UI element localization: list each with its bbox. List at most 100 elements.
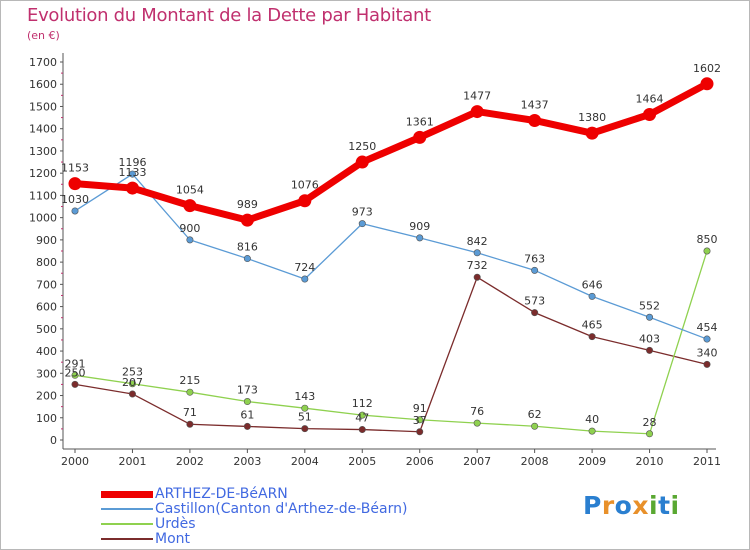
data-point — [301, 275, 309, 283]
data-point — [358, 220, 366, 228]
data-label: 28 — [643, 416, 657, 429]
data-label: 909 — [409, 220, 430, 233]
series-line — [74, 173, 708, 340]
logo-letter: x — [632, 491, 649, 520]
series-0 — [68, 77, 714, 227]
data-label: 732 — [467, 259, 488, 272]
data-label: 465 — [582, 319, 603, 332]
data-label: 76 — [470, 405, 484, 418]
legend-label: Urdès — [155, 516, 196, 532]
data-point — [646, 346, 654, 354]
legend-swatch — [101, 523, 153, 525]
legend-item: Mont — [101, 531, 191, 547]
data-label: 842 — [467, 235, 488, 248]
data-point — [703, 360, 711, 368]
logo-letter: i — [670, 491, 680, 520]
data-point — [470, 105, 484, 119]
data-point — [71, 380, 79, 388]
data-point — [125, 181, 139, 195]
data-point — [186, 236, 194, 244]
data-point — [703, 335, 711, 343]
data-label: 51 — [298, 411, 312, 424]
x-tick-label: 2000 — [61, 455, 89, 468]
data-point — [301, 425, 309, 433]
data-label: 454 — [697, 321, 718, 334]
data-point — [416, 416, 424, 424]
data-point — [585, 126, 599, 140]
data-point — [473, 419, 481, 427]
data-label: 253 — [122, 366, 143, 379]
data-point — [528, 113, 542, 127]
data-point — [588, 333, 596, 341]
x-tick-label: 2004 — [291, 455, 319, 468]
data-label: 61 — [240, 408, 254, 421]
axes: 0 100 200 300 400 500 600 700 800 900 1000 1100 1200… — [29, 53, 721, 468]
y-tick-label: 1100 — [29, 189, 57, 202]
y-tick-label: 400 — [36, 345, 57, 358]
series-2 — [71, 247, 711, 438]
y-tick-label: 200 — [36, 390, 57, 403]
series-line — [74, 250, 708, 435]
series-3 — [71, 273, 711, 436]
data-label: 143 — [294, 390, 315, 403]
data-label: 989 — [237, 198, 258, 211]
data-point — [413, 130, 427, 144]
data-point — [243, 422, 251, 430]
legend-item: Castillon(Canton d'Arthez-de-Béarn) — [101, 501, 408, 517]
y-tick-label: 1300 — [29, 145, 57, 158]
legend-label: ARTHEZ-DE-BéARN — [155, 486, 288, 502]
series-1 — [71, 170, 711, 343]
legend-label: Mont — [155, 531, 191, 547]
x-tick-label: 2007 — [463, 455, 491, 468]
data-label: 646 — [582, 278, 603, 291]
data-point — [298, 194, 312, 208]
x-tick-label: 2003 — [233, 455, 261, 468]
data-label: 1361 — [406, 115, 434, 128]
x-tick-label: 2001 — [118, 455, 146, 468]
data-point — [588, 427, 596, 435]
series-line — [71, 80, 711, 224]
data-point — [301, 404, 309, 412]
data-label: 291 — [65, 357, 86, 370]
data-label: 1437 — [521, 98, 549, 111]
logo-letter: i — [649, 491, 659, 520]
data-point — [128, 380, 136, 388]
data-point — [186, 388, 194, 396]
data-point — [68, 177, 82, 191]
data-point — [71, 371, 79, 379]
data-label: 1196 — [118, 156, 146, 169]
data-label: 573 — [524, 295, 545, 308]
data-point — [243, 255, 251, 263]
data-point — [643, 107, 657, 121]
data-label: 1464 — [636, 92, 664, 105]
y-tick-label: 300 — [36, 367, 57, 380]
data-point — [183, 199, 197, 213]
x-tick-label: 2011 — [693, 455, 721, 468]
y-tick-label: 800 — [36, 256, 57, 269]
y-tick-label: 600 — [36, 301, 57, 314]
data-label: 1250 — [348, 140, 376, 153]
data-label: 215 — [179, 374, 200, 387]
y-tick-label: 0 — [50, 434, 57, 447]
data-point — [700, 77, 714, 91]
legend-item: Urdès — [101, 516, 196, 532]
data-label: 850 — [697, 233, 718, 246]
data-label: 1380 — [578, 111, 606, 124]
data-point — [416, 234, 424, 242]
data-point — [243, 398, 251, 406]
legend-label: Castillon(Canton d'Arthez-de-Béarn) — [155, 501, 408, 517]
data-point — [531, 309, 539, 317]
data-label: 1133 — [118, 166, 146, 179]
x-tick-label: 2006 — [406, 455, 434, 468]
chart-title: Evolution du Montant de la Dette par Hab… — [27, 5, 431, 26]
data-point — [355, 155, 369, 169]
data-point — [416, 428, 424, 436]
data-point — [473, 273, 481, 281]
logo-letter: P — [583, 491, 602, 520]
logo-letter: t — [658, 491, 671, 520]
logo-letter: o — [614, 491, 633, 520]
data-label: 112 — [352, 397, 373, 410]
data-label: 763 — [524, 252, 545, 265]
y-tick-label: 900 — [36, 234, 57, 247]
